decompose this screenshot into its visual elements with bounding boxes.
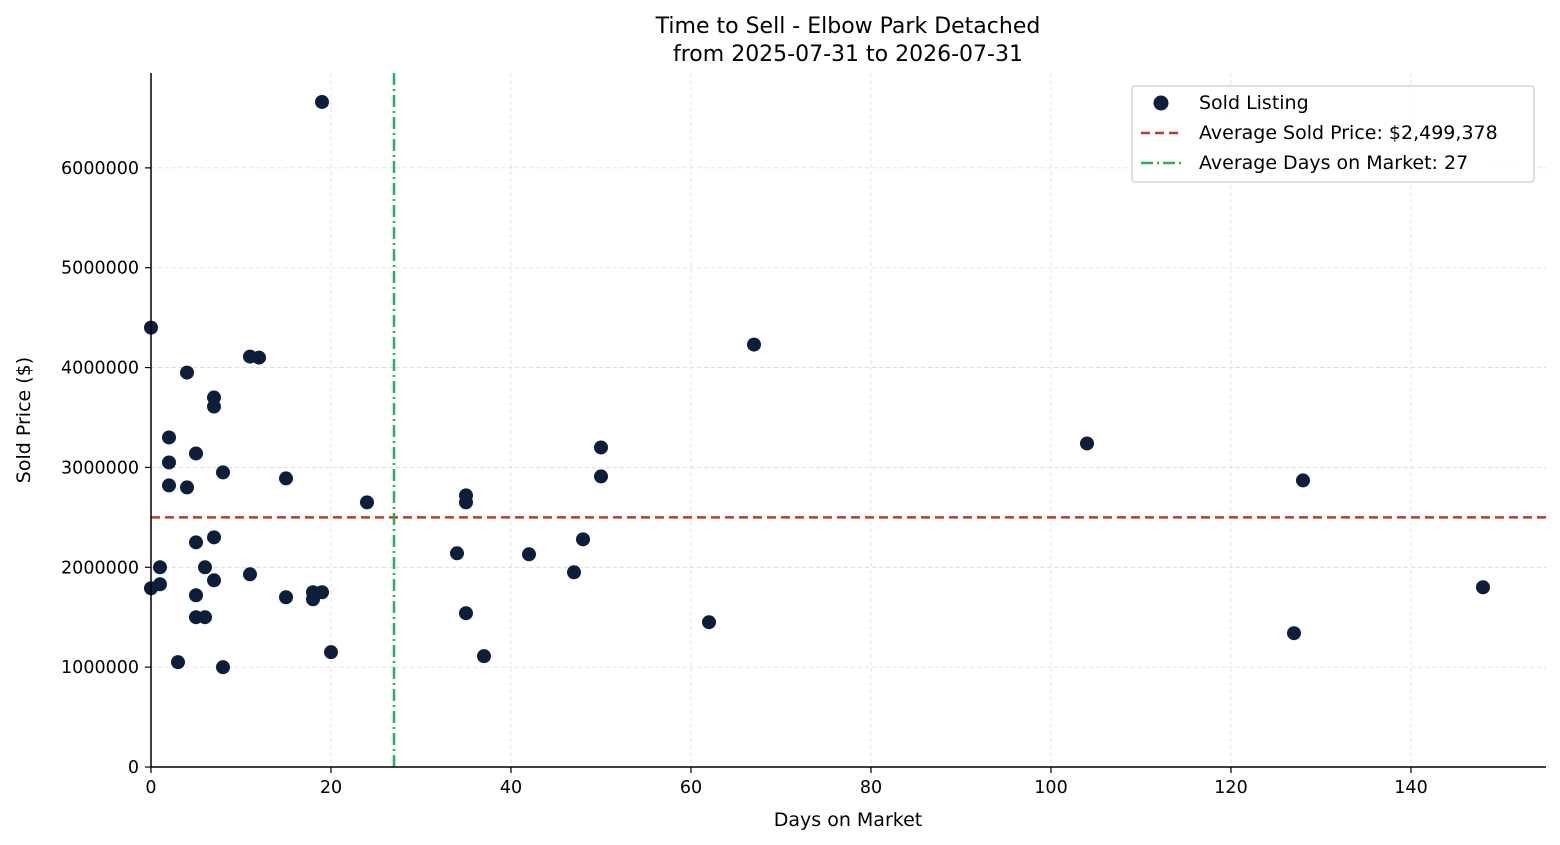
data-point [171, 655, 185, 670]
data-point [243, 567, 257, 582]
chart-title-line2: from 2025-07-31 to 2026-07-31 [673, 42, 1023, 67]
data-point [459, 495, 473, 510]
data-point [189, 446, 203, 461]
data-point [279, 590, 293, 605]
y-axis-label: Sold Price ($) [13, 357, 35, 483]
x-tick-label: 140 [1394, 778, 1427, 798]
data-point [1296, 473, 1310, 488]
y-tick-label: 3000000 [61, 458, 139, 478]
data-point [216, 660, 230, 675]
y-tick-label: 4000000 [61, 359, 139, 379]
data-point [162, 455, 176, 470]
x-tick-label: 100 [1034, 778, 1067, 798]
data-point [450, 546, 464, 561]
data-layer [144, 94, 1490, 675]
y-tick-label: 5000000 [61, 259, 139, 279]
data-point [207, 573, 221, 588]
data-point [594, 469, 608, 484]
data-point [189, 535, 203, 550]
data-point [198, 560, 212, 575]
chart-title-line1: Time to Sell - Elbow Park Detached [655, 14, 1041, 39]
y-tick-label: 2000000 [61, 558, 139, 578]
data-point [198, 610, 212, 625]
data-point [324, 645, 338, 660]
x-ticks: 0 20 40 60 80 100 120 140 [145, 767, 1428, 798]
data-point [702, 615, 716, 630]
reference-lines [151, 73, 1546, 767]
legend-label-avg-price: Average Sold Price: $2,499,378 [1199, 122, 1498, 144]
data-point [162, 478, 176, 493]
data-point [477, 649, 491, 664]
data-point [162, 430, 176, 445]
data-point [279, 471, 293, 486]
data-point [594, 440, 608, 455]
x-tick-label: 120 [1214, 778, 1247, 798]
data-point [1476, 580, 1490, 595]
data-point [1287, 626, 1301, 641]
data-point [1080, 436, 1094, 451]
data-point [459, 606, 473, 621]
legend-label-sold-listing: Sold Listing [1199, 92, 1309, 114]
data-point [207, 530, 221, 545]
data-point [252, 350, 266, 365]
y-tick-label: 1000000 [61, 658, 139, 678]
y-tick-label: 6000000 [61, 159, 139, 179]
legend: Sold Listing Average Sold Price: $2,499,… [1131, 85, 1535, 183]
x-tick-label: 20 [320, 778, 342, 798]
data-point [180, 480, 194, 495]
x-tick-label: 80 [860, 778, 882, 798]
data-point [153, 577, 167, 592]
x-tick-label: 0 [145, 778, 156, 798]
data-point [522, 547, 536, 562]
data-point [180, 365, 194, 380]
data-point [216, 465, 230, 480]
data-point [360, 495, 374, 510]
y-ticks: 0 1000000 2000000 3000000 4000000 5000000 6000… [61, 159, 151, 778]
data-point [153, 560, 167, 575]
data-point [567, 565, 581, 580]
data-point [315, 585, 329, 600]
data-point [747, 337, 761, 352]
data-point [576, 532, 590, 547]
x-tick-label: 60 [680, 778, 702, 798]
legend-label-avg-days: Average Days on Market: 27 [1199, 152, 1468, 174]
data-point [207, 399, 221, 414]
x-tick-label: 40 [500, 778, 522, 798]
data-point [315, 94, 329, 109]
y-tick-label: 0 [128, 758, 139, 778]
legend-marker-sold-listing [1153, 95, 1169, 111]
legend-box [1131, 85, 1535, 183]
x-axis-label: Days on Market [774, 809, 922, 831]
data-point [189, 588, 203, 603]
